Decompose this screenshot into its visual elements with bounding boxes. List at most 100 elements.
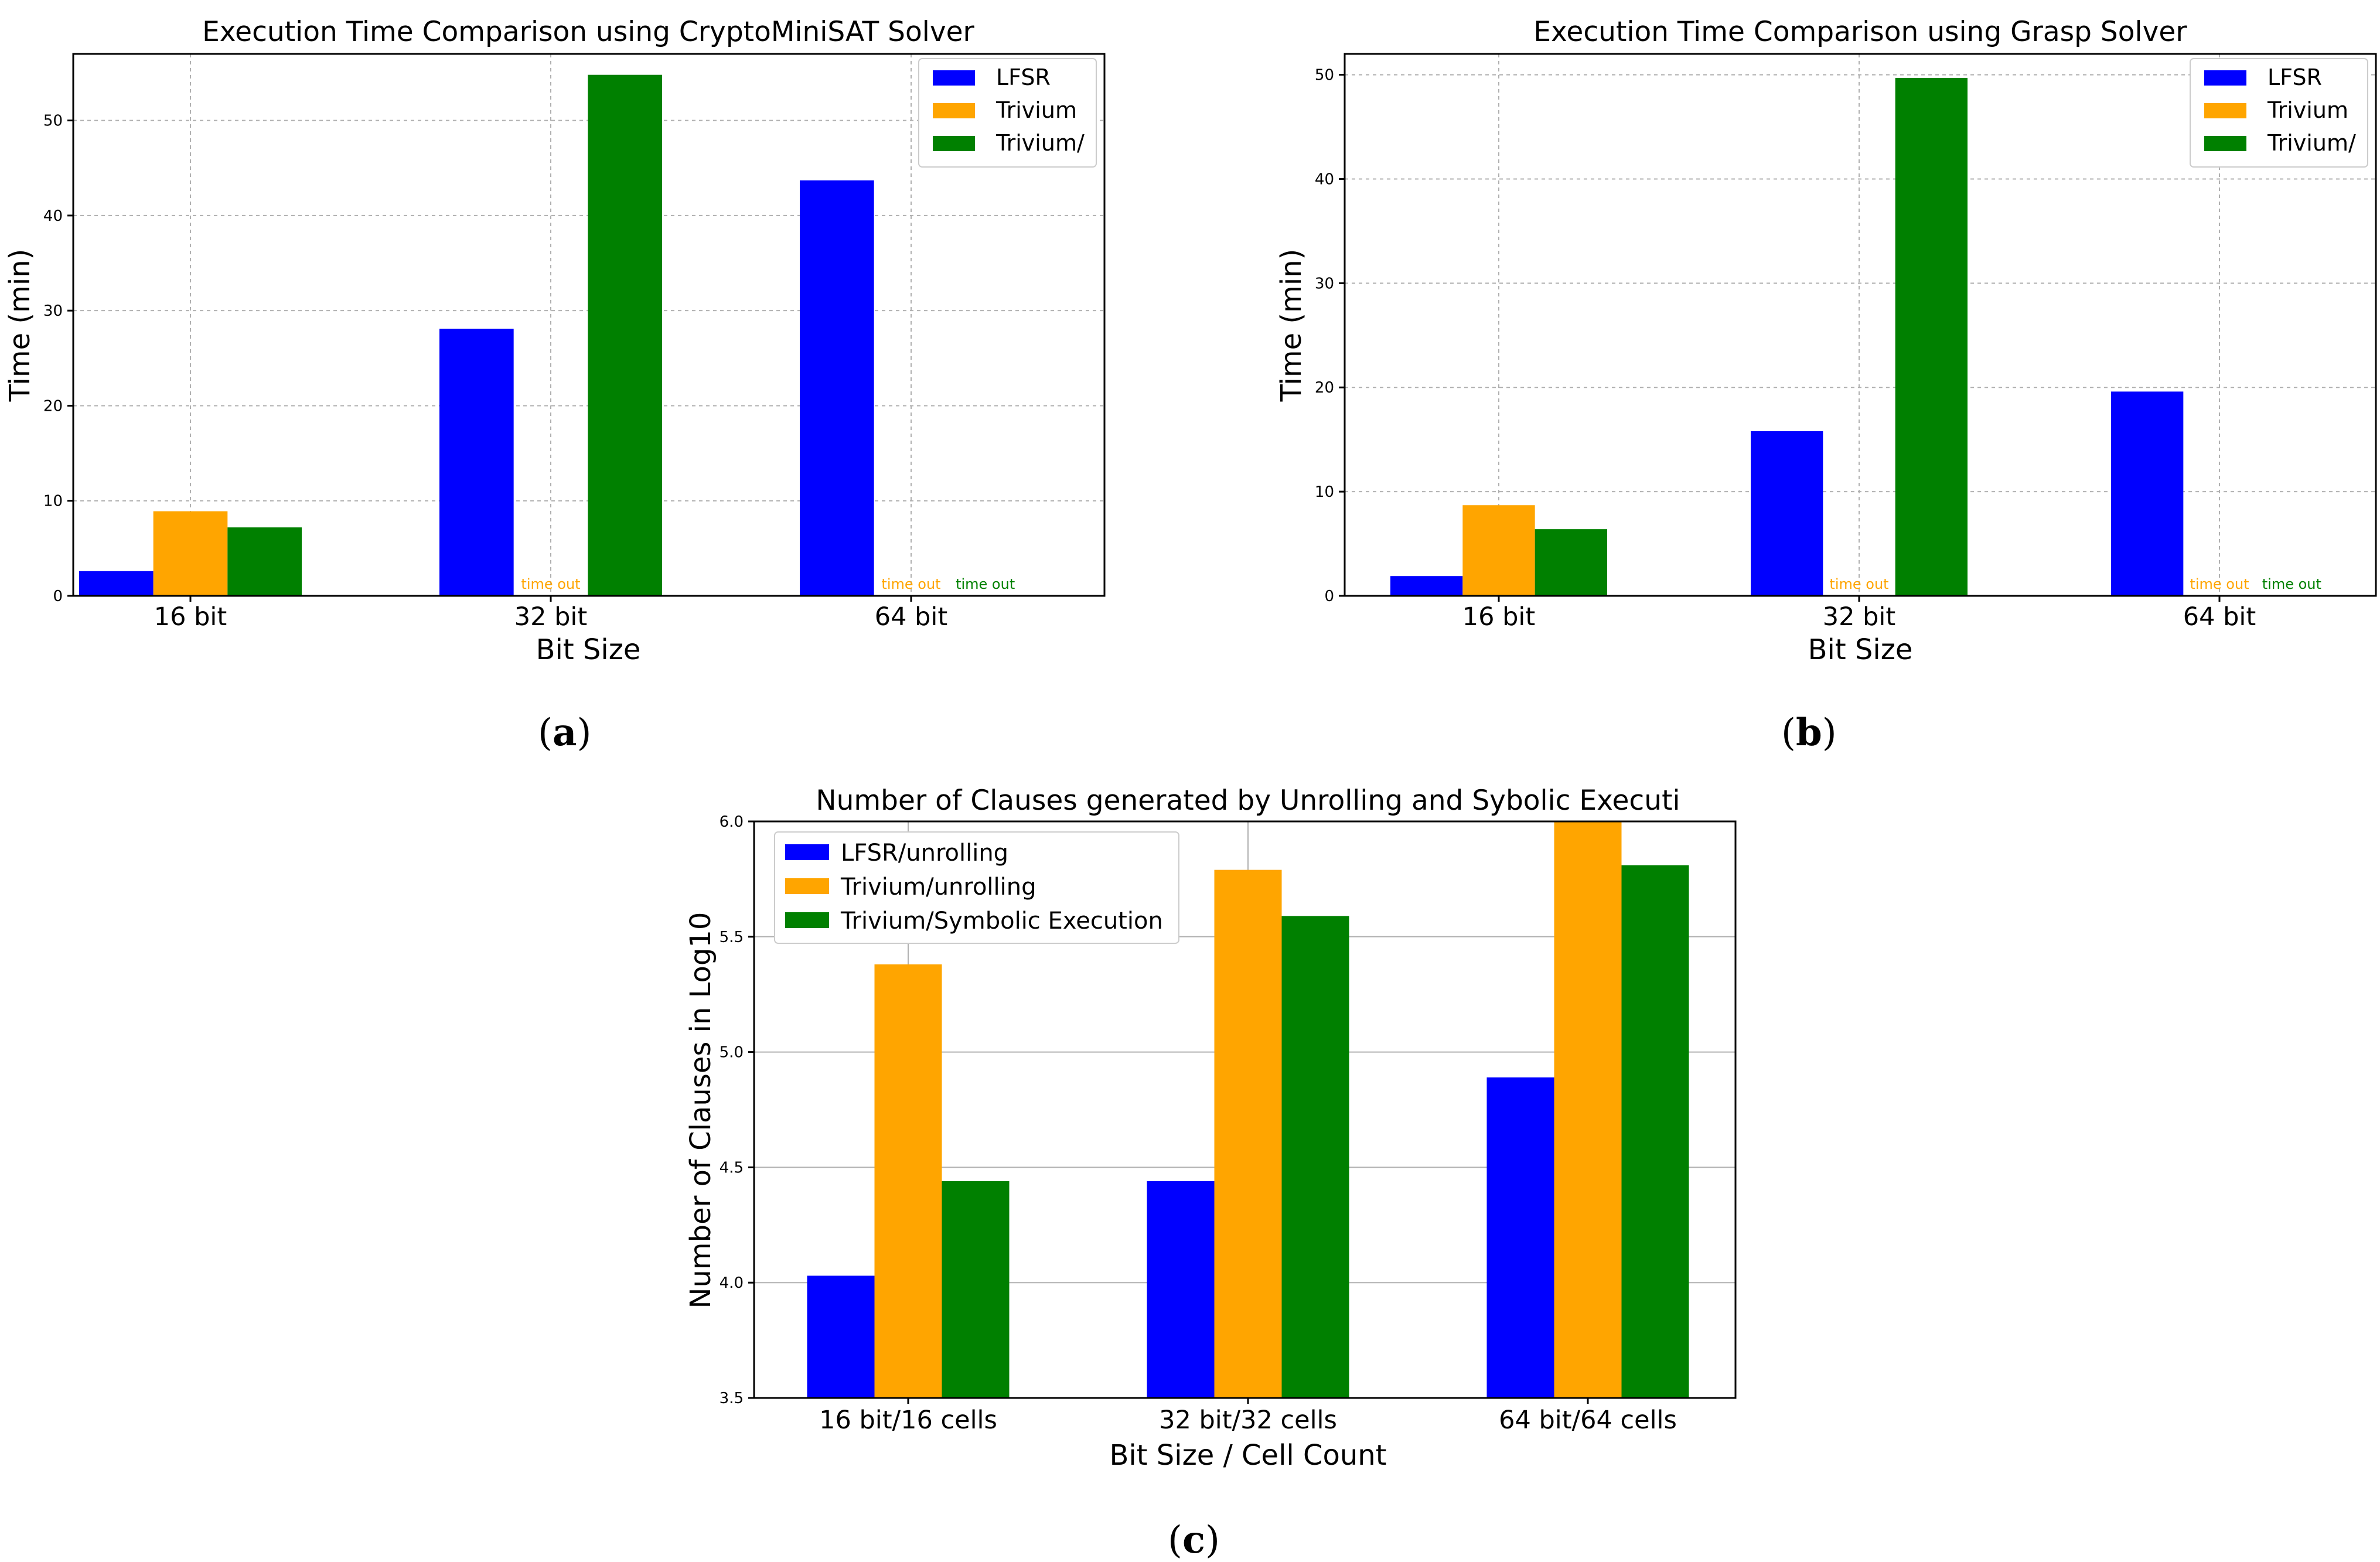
chart-b-x-label: Bit Size xyxy=(1808,633,1913,666)
chart-c-x-label: Bit Size / Cell Count xyxy=(1109,1439,1386,1472)
y-tick-label: 5.5 xyxy=(720,929,744,946)
legend-label-lfsr: LFSR xyxy=(996,64,1051,90)
chart-b-annotations: time out time out time out xyxy=(1829,576,2321,592)
legend-swatch-trivium xyxy=(933,103,975,118)
x-tick-label: 64 bit xyxy=(875,602,948,632)
bar-trivium-unrolling-2 xyxy=(1214,869,1282,1398)
legend-label-trivium-unrolling: Trivium/unrolling xyxy=(840,874,1036,901)
timeout-annotation: time out xyxy=(881,576,940,592)
chart-b-x-ticks: 16 bit 32 bit 64 bit xyxy=(1462,596,2256,632)
chart-b-legend: LFSR Trivium Trivium/ xyxy=(2190,58,2368,168)
chart-b-title: Execution Time Comparison using Grasp So… xyxy=(1533,16,2187,48)
y-tick-label: 50 xyxy=(1315,67,1334,84)
y-tick-label: 30 xyxy=(1315,275,1334,292)
legend-swatch-trivium-unrolling xyxy=(785,878,829,894)
bar-trivium--1 xyxy=(227,527,302,596)
legend-label-trivium: Trivium xyxy=(2267,97,2348,123)
timeout-annotation: time out xyxy=(1829,576,1888,592)
chart-a-title: Execution Time Comparison using CryptoMi… xyxy=(202,16,974,48)
y-tick-label: 50 xyxy=(43,112,63,130)
chart-c-clauses: Number of Clauses generated by Unrolling… xyxy=(684,785,1737,1562)
bar-trivium-unrolling-3 xyxy=(1554,821,1622,1398)
y-tick-label: 0 xyxy=(1324,588,1334,605)
chart-b-y-label: Time (min) xyxy=(1275,249,1308,403)
x-tick-label: 64 bit/64 cells xyxy=(1499,1406,1677,1435)
legend-label-trivium: Trivium xyxy=(995,97,1077,123)
chart-b-bars xyxy=(1390,77,2184,596)
chart-a-annotations: time out time out time out xyxy=(521,576,1015,592)
x-tick-label: 32 bit xyxy=(514,602,588,632)
bar-lfsr-1 xyxy=(1390,576,1463,596)
bar-trivium-symbolic-execution-3 xyxy=(1621,865,1689,1398)
chart-a-x-label: Bit Size xyxy=(536,633,641,666)
x-tick-label: 16 bit xyxy=(1462,602,1536,632)
chart-a-bars xyxy=(79,74,874,596)
chart-c-title: Number of Clauses generated by Unrolling… xyxy=(816,785,1680,817)
timeout-annotation: time out xyxy=(2190,576,2249,592)
legend-swatch-trivium xyxy=(2204,103,2246,118)
chart-a-legend: LFSR Trivium Trivium/ xyxy=(918,58,1097,168)
legend-label-lfsr: LFSR xyxy=(2268,64,2322,90)
bar-trivium-1 xyxy=(1462,505,1535,596)
y-tick-label: 20 xyxy=(1315,379,1334,397)
bar-lfsr-3 xyxy=(800,180,874,596)
bar-trivium-unrolling-1 xyxy=(874,964,942,1398)
chart-c-legend: LFSR/unrolling Trivium/unrolling Trivium… xyxy=(774,831,1179,944)
y-tick-label: 20 xyxy=(43,397,63,415)
chart-a-caption-letter: a xyxy=(553,711,577,755)
bar-lfsr-2 xyxy=(439,328,514,596)
legend-swatch-lfsr-unrolling xyxy=(785,844,829,860)
bar-trivium-symbolic-execution-1 xyxy=(942,1181,1010,1398)
legend-label-trivium-sym: Trivium/ xyxy=(995,130,1085,156)
chart-c-caption-letter: c xyxy=(1182,1518,1205,1562)
x-tick-label: 64 bit xyxy=(2183,602,2256,632)
y-tick-label: 10 xyxy=(1315,483,1334,501)
chart-b-y-ticks: 0 10 20 30 40 50 xyxy=(1315,67,1345,605)
y-tick-label: 30 xyxy=(43,302,63,320)
legend-swatch-lfsr xyxy=(2204,70,2246,86)
chart-c-plot-frame xyxy=(753,820,1737,1399)
y-tick-label: 10 xyxy=(43,493,63,510)
bar-lfsr-unrolling-2 xyxy=(1147,1181,1215,1398)
timeout-annotation: time out xyxy=(956,576,1015,592)
chart-a-y-ticks: 0 10 20 30 40 50 xyxy=(43,112,73,605)
chart-c-caption: (c) xyxy=(1168,1518,1220,1562)
bar-lfsr-unrolling-1 xyxy=(807,1275,875,1398)
legend-swatch-trivium-sym xyxy=(933,136,975,151)
legend-swatch-trivium-sym xyxy=(2204,136,2246,151)
legend-swatch-lfsr xyxy=(933,70,975,86)
bar-trivium--1 xyxy=(1535,529,1607,596)
timeout-annotation: time out xyxy=(2262,576,2321,592)
bar-trivium--2 xyxy=(588,74,662,596)
bar-lfsr-2 xyxy=(1751,431,1823,596)
chart-a-plot-frame xyxy=(72,53,1106,597)
y-tick-label: 0 xyxy=(53,588,63,605)
chart-b-plot-frame xyxy=(1344,53,2377,597)
timeout-annotation: time out xyxy=(521,576,580,592)
y-tick-label: 5.0 xyxy=(720,1044,744,1062)
chart-a-caption: (a) xyxy=(538,711,591,755)
chart-a-cryptominisat: Execution Time Comparison using CryptoMi… xyxy=(4,16,1106,755)
y-tick-label: 3.5 xyxy=(720,1390,744,1407)
chart-a-x-ticks: 16 bit 32 bit 64 bit xyxy=(154,596,948,632)
bar-lfsr-3 xyxy=(2111,391,2184,596)
x-tick-label: 32 bit xyxy=(1823,602,1896,632)
legend-label-trivium-sym: Trivium/ xyxy=(2267,130,2356,156)
legend-label-lfsr-unrolling: LFSR/unrolling xyxy=(841,840,1008,867)
x-tick-label: 32 bit/32 cells xyxy=(1159,1406,1337,1435)
y-tick-label: 40 xyxy=(43,207,63,225)
chart-c-y-label: Number of Clauses in Log10 xyxy=(684,912,717,1309)
chart-c-legend-box xyxy=(774,831,1179,944)
bar-trivium-symbolic-execution-2 xyxy=(1281,916,1349,1398)
chart-c-x-ticks: 16 bit/16 cells 32 bit/32 cells 64 bit/64 … xyxy=(819,1398,1677,1435)
bar-trivium-1 xyxy=(153,511,228,596)
legend-swatch-trivium-symbolic xyxy=(785,912,829,928)
y-tick-label: 4.5 xyxy=(720,1159,744,1176)
chart-a-y-label: Time (min) xyxy=(4,249,36,403)
chart-c-y-ticks: 3.5 4.0 4.5 5.0 5.5 6.0 xyxy=(720,813,754,1407)
chart-b-caption-letter: b xyxy=(1796,711,1822,755)
chart-b-grasp: Execution Time Comparison using Grasp So… xyxy=(1275,16,2377,755)
legend-label-trivium-symbolic: Trivium/Symbolic Execution xyxy=(840,908,1163,935)
chart-b-caption: (b) xyxy=(1781,711,1837,755)
